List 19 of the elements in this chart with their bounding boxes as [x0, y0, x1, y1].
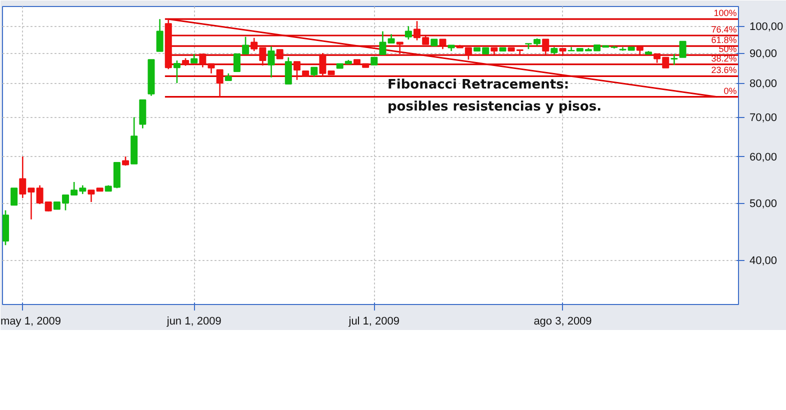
annotation: 61.8%: [711, 35, 737, 46]
annotation: 100%: [714, 8, 737, 18]
annotation: posibles resistencias y pisos.: [388, 100, 602, 114]
y-tick-label: 100,00: [750, 21, 784, 34]
y-tick-label: 50,00: [750, 198, 778, 210]
y-tick-label: 70,00: [750, 112, 778, 124]
annotation: 23.6%: [711, 65, 737, 76]
y-tick-label: 60,00: [750, 152, 778, 164]
annotation: Fibonacci Retracements:: [388, 78, 570, 92]
y-tick-label: 90,00: [750, 48, 778, 60]
y-tick-label: 80,00: [750, 78, 778, 90]
x-tick-label: jul 1, 2009: [348, 316, 400, 328]
x-tick-label: ago 3, 2009: [534, 316, 592, 328]
annotation: 38.2%: [711, 53, 737, 64]
y-tick-label: 40,00: [750, 255, 778, 267]
x-tick-label: may 1, 2009: [0, 316, 62, 328]
annotation: 0%: [724, 86, 737, 96]
x-tick-label: jun 1, 2009: [166, 316, 222, 328]
annotation: 76.4%: [711, 24, 737, 34]
